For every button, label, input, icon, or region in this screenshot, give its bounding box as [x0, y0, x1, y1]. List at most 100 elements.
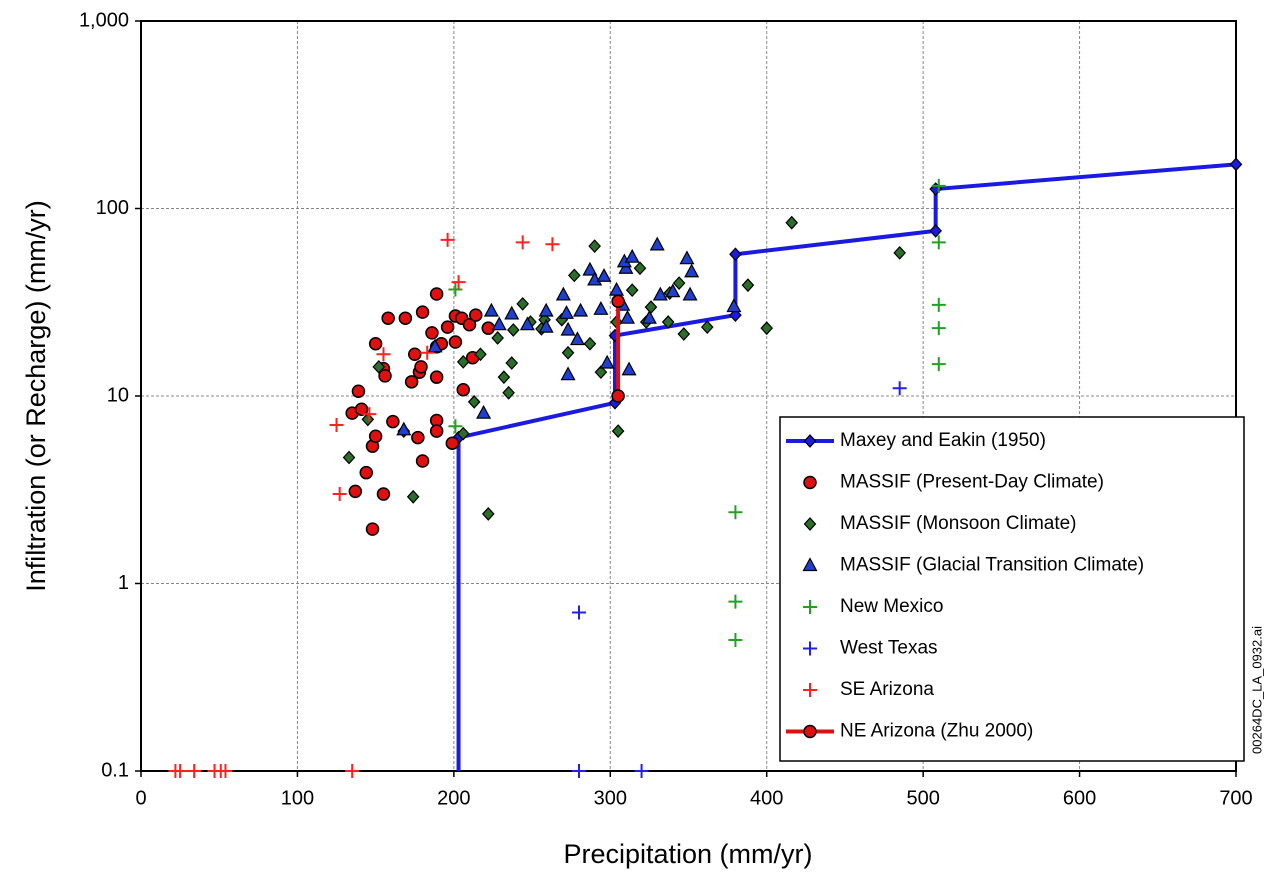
point: [396, 421, 412, 436]
point: [728, 594, 743, 609]
point: [684, 263, 700, 278]
legend-label: MASSIF (Monsoon Climate): [840, 513, 1077, 534]
point: [624, 248, 640, 263]
y-tick-label: 100: [96, 197, 129, 219]
point: [504, 305, 520, 320]
y-tick-label: 10: [107, 384, 129, 406]
point: [558, 305, 574, 319]
legend-marker: [803, 683, 817, 697]
point: [365, 522, 380, 536]
point: [415, 454, 430, 468]
point: [560, 366, 576, 381]
point: [561, 345, 575, 360]
point: [445, 436, 460, 450]
point: [342, 450, 356, 465]
point: [218, 764, 233, 778]
point: [599, 354, 615, 369]
legend-marker: [802, 557, 818, 572]
point: [368, 336, 383, 351]
point: [652, 286, 668, 301]
point: [519, 316, 535, 331]
point: [931, 178, 946, 193]
point: [376, 347, 391, 362]
point: [474, 347, 487, 362]
point: [448, 335, 463, 349]
point: [672, 276, 686, 291]
point: [593, 301, 609, 315]
point: [456, 382, 470, 397]
y-tick-label: 0.1: [101, 759, 129, 781]
point: [760, 321, 774, 336]
point: [931, 321, 946, 336]
point: [359, 465, 374, 480]
point: [411, 430, 425, 445]
point: [587, 271, 603, 286]
point: [408, 347, 422, 361]
point: [481, 507, 495, 521]
point: [931, 235, 946, 250]
point: [491, 331, 504, 345]
y-tick-label: 1,000: [79, 9, 129, 31]
x-tick-label: 700: [1219, 787, 1252, 809]
point: [1229, 157, 1243, 172]
point: [427, 338, 443, 353]
point: [404, 375, 419, 389]
point: [633, 261, 647, 276]
point: [414, 360, 428, 374]
point: [420, 345, 435, 360]
point: [381, 311, 395, 325]
point: [728, 632, 743, 647]
legend-label: New Mexico: [840, 596, 943, 617]
point: [726, 298, 742, 313]
point: [469, 308, 483, 322]
point: [451, 275, 466, 290]
point: [429, 424, 444, 438]
point: [329, 418, 344, 433]
point: [415, 305, 430, 319]
point: [649, 236, 665, 251]
point: [594, 365, 608, 380]
point: [583, 336, 597, 351]
point: [611, 424, 625, 438]
point: [429, 287, 444, 301]
point: [476, 404, 492, 419]
point: [538, 302, 554, 317]
point: [378, 369, 392, 383]
legend-label: MASSIF (Present-Day Climate): [840, 472, 1104, 493]
point: [609, 281, 625, 296]
point: [425, 326, 439, 340]
point: [621, 361, 637, 376]
legend-marker: [803, 517, 817, 531]
point: [582, 261, 598, 276]
point: [440, 232, 455, 247]
point: [538, 318, 554, 333]
x-tick-label: 300: [594, 787, 627, 809]
point: [661, 315, 675, 329]
point: [361, 412, 375, 427]
point: [573, 302, 589, 317]
point: [931, 297, 946, 312]
point: [644, 300, 658, 314]
point: [619, 309, 636, 324]
point: [625, 283, 639, 298]
point: [588, 239, 601, 254]
point: [677, 327, 691, 341]
x-tick-label: 0: [135, 787, 146, 809]
point: [682, 286, 698, 301]
point: [332, 487, 347, 502]
point: [560, 321, 576, 336]
point: [515, 235, 530, 250]
legend-label: SE Arizona: [840, 679, 934, 700]
point: [611, 389, 625, 403]
point: [173, 764, 188, 778]
point: [700, 320, 714, 335]
legend-marker: [803, 434, 817, 448]
legend-marker: [803, 724, 817, 739]
legend-box: [779, 416, 1245, 762]
point: [362, 407, 377, 422]
x-tick-label: 200: [437, 787, 470, 809]
point: [567, 268, 581, 283]
point: [929, 223, 942, 238]
point: [456, 426, 470, 441]
legend-marker: [803, 641, 817, 656]
